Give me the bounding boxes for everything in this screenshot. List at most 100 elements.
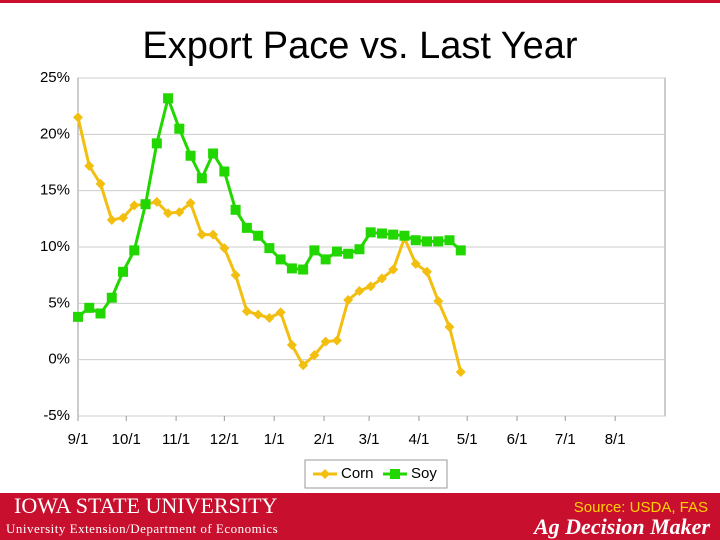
- data-point: [264, 243, 275, 254]
- data-point: [365, 281, 376, 292]
- data-point: [309, 245, 320, 256]
- y-tick-label: 5%: [48, 294, 70, 311]
- x-tick-label: 5/1: [457, 431, 478, 448]
- data-point: [163, 208, 174, 219]
- y-tick-label: -5%: [43, 407, 70, 424]
- data-point: [129, 245, 140, 256]
- data-point: [455, 367, 466, 378]
- top-band-mask: [0, 2, 720, 18]
- data-point: [309, 350, 320, 361]
- data-point: [118, 212, 129, 223]
- data-point: [388, 264, 399, 275]
- data-point: [376, 273, 387, 284]
- y-tick-label: 10%: [40, 238, 70, 255]
- data-point: [140, 199, 151, 210]
- data-point: [95, 308, 106, 319]
- data-point: [241, 222, 252, 233]
- data-point: [410, 258, 421, 269]
- data-point: [354, 244, 365, 255]
- data-point: [163, 93, 174, 104]
- data-point: [320, 254, 331, 265]
- data-point: [230, 270, 241, 281]
- data-point: [106, 214, 117, 225]
- data-point: [185, 150, 196, 161]
- x-tick-label: 1/1: [264, 431, 285, 448]
- data-point: [264, 312, 275, 323]
- data-point: [73, 311, 83, 322]
- data-point: [433, 296, 444, 307]
- data-point: [84, 302, 95, 313]
- data-point: [219, 243, 230, 254]
- data-point: [185, 198, 196, 209]
- data-point: [174, 207, 185, 218]
- x-tick-label: 3/1: [359, 431, 380, 448]
- department: University Extension/Department of Econo…: [6, 521, 278, 536]
- university-name: Iowa State University: [14, 493, 278, 518]
- data-point: [174, 123, 185, 134]
- data-point: [275, 254, 286, 265]
- data-point: [455, 245, 466, 256]
- x-tick-label: 8/1: [605, 431, 626, 448]
- data-point: [275, 307, 286, 318]
- data-point: [106, 292, 117, 303]
- data-point: [365, 227, 376, 238]
- data-point: [118, 266, 129, 277]
- data-point: [343, 294, 354, 305]
- brand: Ag Decision Maker: [532, 514, 710, 539]
- y-tick-label: 25%: [40, 69, 70, 86]
- data-point: [286, 263, 297, 274]
- x-tick-label: 11/1: [162, 431, 190, 448]
- data-point: [151, 196, 162, 207]
- data-point: [421, 236, 432, 247]
- data-point: [399, 230, 410, 241]
- data-point: [196, 229, 207, 240]
- data-point: [444, 235, 455, 246]
- x-tick-label: 7/1: [555, 431, 576, 448]
- data-point: [376, 228, 387, 239]
- data-point: [286, 340, 297, 351]
- y-tick-label: 20%: [40, 125, 70, 142]
- footer-band: [0, 493, 720, 540]
- data-point: [219, 166, 230, 177]
- data-point: [95, 178, 106, 189]
- y-tick-label: 0%: [48, 351, 70, 368]
- data-point: [354, 285, 365, 296]
- data-point: [208, 229, 219, 240]
- legend-label: Corn: [341, 465, 374, 482]
- legend-label: Soy: [411, 465, 437, 482]
- data-point: [208, 148, 219, 159]
- data-point: [196, 173, 207, 184]
- data-point: [433, 236, 444, 247]
- source: Source: USDA, FAS: [574, 499, 708, 516]
- x-tick-label: 4/1: [409, 431, 430, 448]
- y-tick-label: 15%: [40, 182, 70, 199]
- data-point: [253, 230, 264, 241]
- data-point: [73, 112, 83, 123]
- data-point: [230, 204, 241, 215]
- data-point: [298, 264, 309, 275]
- data-point: [410, 235, 421, 246]
- data-point: [331, 335, 342, 346]
- data-point: [331, 246, 342, 257]
- data-point: [129, 200, 140, 211]
- top-line: [0, 0, 720, 3]
- data-point: [320, 336, 331, 347]
- x-tick-label: 2/1: [314, 431, 335, 448]
- data-point: [253, 309, 264, 320]
- data-point: [241, 306, 252, 317]
- data-point: [444, 321, 455, 332]
- data-point: [84, 160, 95, 171]
- legend-marker: [390, 469, 400, 479]
- x-tick-label: 6/1: [507, 431, 528, 448]
- data-point: [388, 229, 399, 240]
- data-point: [343, 248, 354, 259]
- x-tick-label: 12/1: [210, 431, 239, 448]
- x-tick-label: 9/1: [68, 431, 89, 448]
- legend-marker: [320, 469, 330, 479]
- x-tick-label: 10/1: [112, 431, 141, 448]
- chart-title: Export Pace vs. Last Year: [142, 25, 577, 67]
- data-point: [151, 138, 162, 149]
- data-point: [421, 266, 432, 277]
- data-point: [298, 360, 309, 371]
